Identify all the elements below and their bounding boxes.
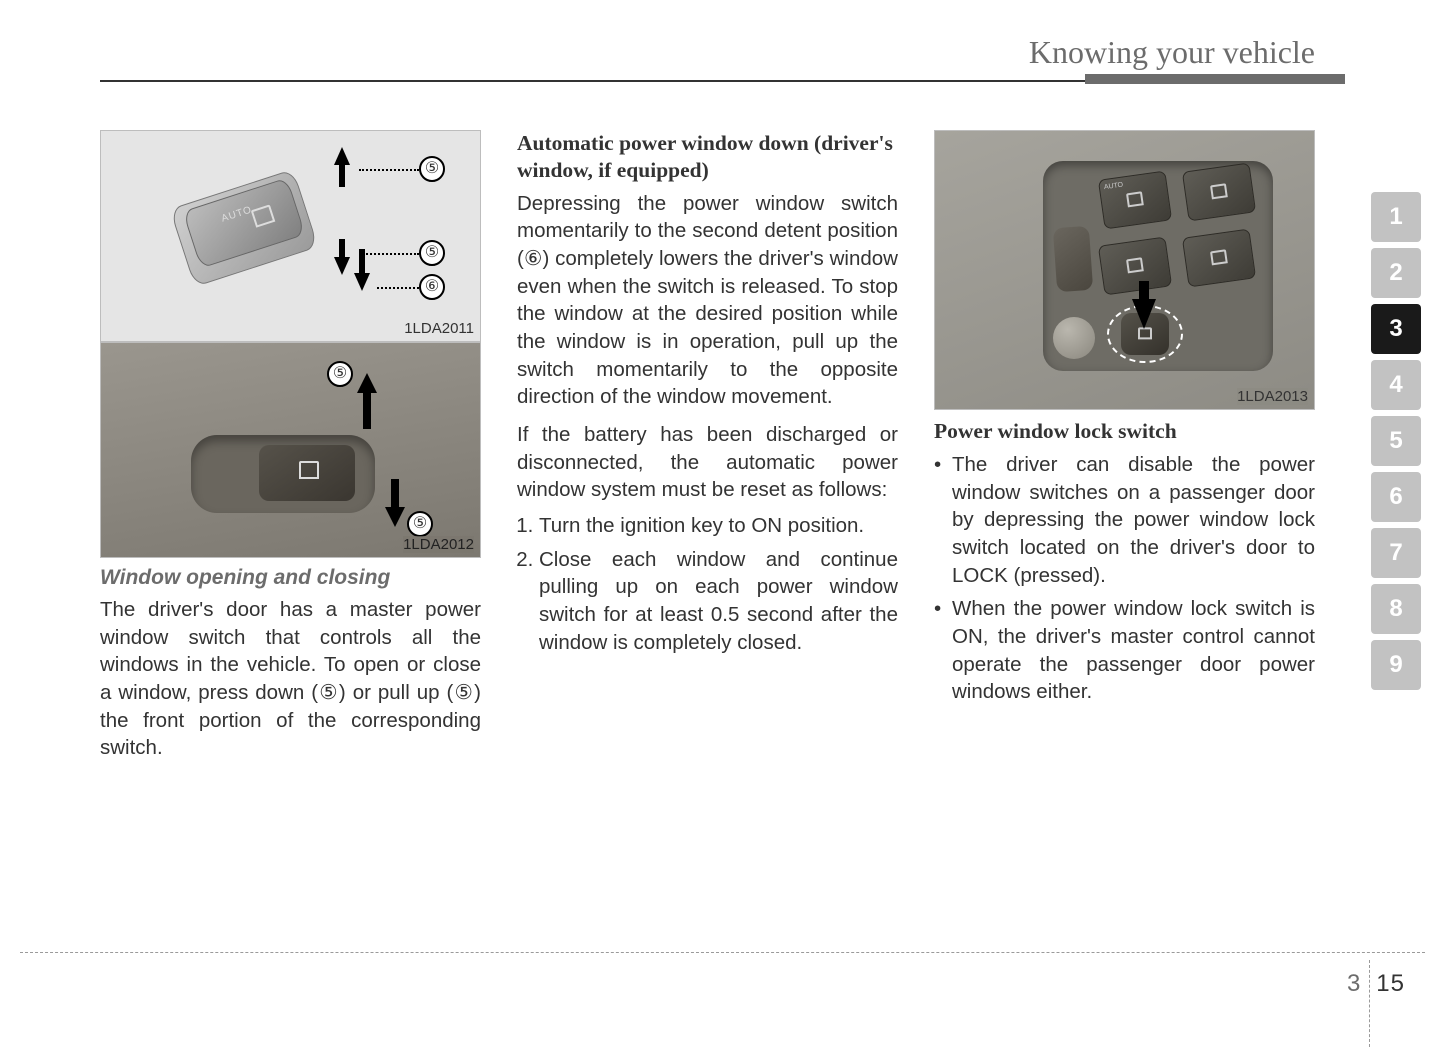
tab-7[interactable]: 7 (1371, 528, 1421, 578)
section-number: 3 (1347, 960, 1370, 1047)
lock-bullet-1: The driver can disable the power window … (934, 451, 1315, 589)
column-1: AUTO ⑤ ⑤ ⑥ 1LDA2011 ⑤ (100, 130, 481, 926)
chapter-title: Knowing your vehicle (1029, 34, 1315, 71)
tab-5[interactable]: 5 (1371, 416, 1421, 466)
figure-lock-switch: AUTO 1LDA2013 (934, 130, 1315, 410)
lock-bullet-2: When the power window lock switch is ON,… (934, 595, 1315, 706)
header-accent-bar (1085, 74, 1345, 84)
column-2: Automatic power window down (driver's wi… (517, 130, 898, 926)
lock-switch-bullets: The driver can disable the power window … (934, 451, 1315, 712)
callout-5-down-b: ⑤ (407, 511, 433, 537)
tab-4[interactable]: 4 (1371, 360, 1421, 410)
section-tabs: 1 2 3 4 5 6 7 8 9 (1371, 192, 1421, 690)
heading-lock-switch: Power window lock switch (934, 418, 1315, 445)
tab-6[interactable]: 6 (1371, 472, 1421, 522)
reset-steps-list: Turn the ignition key to ON posi­tion. C… (517, 512, 898, 662)
tab-1[interactable]: 1 (1371, 192, 1421, 242)
para-window-opening: The driver's door has a master power win… (100, 596, 481, 762)
para-auto-1: Depressing the power window switch momen… (517, 190, 898, 411)
tab-9[interactable]: 9 (1371, 640, 1421, 690)
figure-caption-1: 1LDA2011 (404, 320, 474, 337)
footer-dashed-line (20, 952, 1425, 953)
tab-2[interactable]: 2 (1371, 248, 1421, 298)
tab-3[interactable]: 3 (1371, 304, 1421, 354)
page-header: Knowing your vehicle (100, 36, 1315, 82)
callout-5-up-b: ⑤ (327, 361, 353, 387)
para-auto-2: If the battery has been discharged or di… (517, 421, 898, 504)
content-area: AUTO ⑤ ⑤ ⑥ 1LDA2011 ⑤ (100, 130, 1315, 926)
page-number: 315 (1347, 970, 1405, 998)
reset-step-2: Close each window and continue pulling u… (539, 546, 898, 657)
column-3: AUTO 1LDA2013 Power window lock switch T… (934, 130, 1315, 926)
callout-6: ⑥ (419, 274, 445, 300)
figure-caption-2: 1LDA2012 (403, 536, 474, 553)
reset-step-1: Turn the ignition key to ON posi­tion. (539, 512, 898, 540)
tab-8[interactable]: 8 (1371, 584, 1421, 634)
heading-window-opening: Window opening and closing (100, 566, 481, 590)
callout-5-up: ⑤ (419, 156, 445, 182)
page-num: 15 (1376, 970, 1405, 997)
callout-5-down: ⑤ (419, 240, 445, 266)
figure-switch-detail: AUTO ⑤ ⑤ ⑥ 1LDA2011 (100, 130, 481, 342)
heading-auto-window: Automatic power window down (driver's wi… (517, 130, 898, 184)
figure-switch-photo: ⑤ ⑤ 1LDA2012 (100, 342, 481, 558)
figure-caption-3: 1LDA2013 (1237, 388, 1308, 405)
